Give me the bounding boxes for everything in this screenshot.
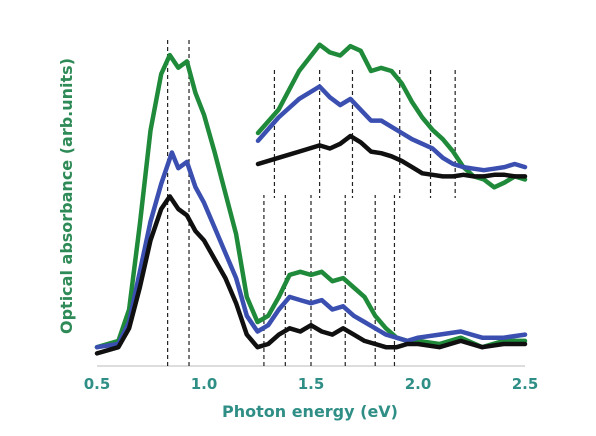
main-series-line-1 [94, 150, 528, 350]
inset-series-line-2 [255, 133, 528, 179]
y-axis-label: Optical absorbance (arb.units) [57, 58, 76, 334]
main-plot [94, 40, 528, 367]
x-tick-label: 1.5 [298, 375, 325, 393]
inset-background [258, 28, 525, 195]
inset-series-line-0 [255, 42, 528, 190]
x-axis-label: Photon energy (eV) [222, 402, 398, 421]
main-series-line-2 [94, 194, 528, 356]
x-tick-labels: 0.5 1.0 1.5 2.0 2.5 [84, 375, 539, 393]
x-tick-label: 1.0 [191, 375, 218, 393]
x-tick-label: 2.5 [512, 375, 539, 393]
x-tick-label: 0.5 [84, 375, 111, 393]
inset-series-line-1 [255, 84, 528, 173]
x-tick-label: 2.0 [405, 375, 432, 393]
inset-plot [255, 28, 528, 198]
